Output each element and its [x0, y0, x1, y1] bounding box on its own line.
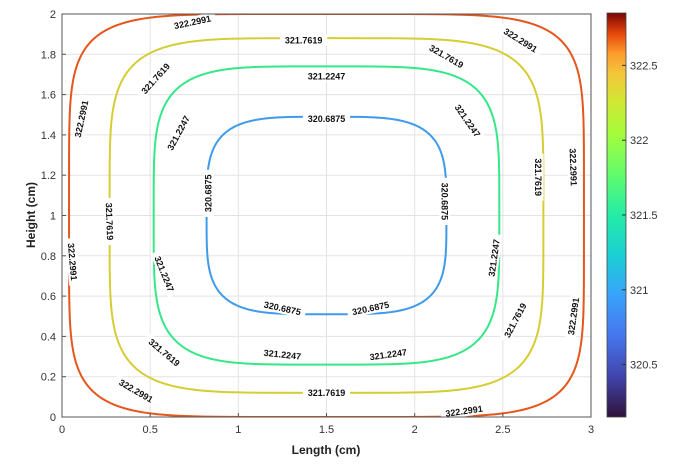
x-tick-label-0: 0 [59, 424, 65, 436]
contour-label-2-4: 321.7619 [532, 153, 544, 201]
y-tick-label-6: 1.2 [41, 170, 56, 182]
y-tick-label-5: 1 [50, 211, 56, 223]
contour-label-3-4: 322.2991 [65, 237, 81, 286]
x-axis-ticks: 0 0.5 1 1.5 2 2.5 3 [59, 413, 594, 436]
contour-label-0-0: 320.6875 [302, 113, 351, 125]
y-axis-ticks: 0 0.2 0.4 0.6 0.8 1 1.2 1.4 1.6 1.8 2 [41, 9, 66, 424]
y-tick-label-0: 0 [50, 412, 56, 424]
svg-text:322.2991: 322.2991 [568, 148, 579, 186]
contour-label-1-4: 321.2247 [485, 233, 503, 282]
svg-text:321.7619: 321.7619 [104, 203, 115, 241]
svg-text:320.6875: 320.6875 [439, 183, 449, 221]
contour-label-2-0: 321.7619 [280, 34, 328, 46]
svg-text:322.2991: 322.2991 [66, 243, 79, 281]
contour-line-1 [152, 65, 501, 366]
y-axis-label: Height (cm) [24, 182, 38, 248]
y-tick-label-8: 1.6 [41, 90, 56, 102]
y-tick-label-4: 0.8 [41, 251, 56, 263]
colorbar-tick-label-4: 322.5 [630, 60, 658, 72]
colorbar-tick-label-1: 321 [630, 285, 648, 297]
contour-label-1-6: 321.2247 [364, 345, 413, 364]
contour-label-0-2: 320.6875 [439, 177, 451, 225]
colorbar-ticks: 320.5 321 321.5 322 322.5 [622, 60, 658, 372]
contour-label-3-7: 322.2991 [439, 402, 489, 420]
svg-text:321.7619: 321.7619 [285, 35, 323, 45]
x-tick-label-4: 2 [412, 424, 418, 436]
y-tick-label-1: 0.2 [41, 372, 56, 384]
x-tick-label-3: 1.5 [319, 424, 334, 436]
contour-label-1-0: 321.2247 [302, 71, 351, 82]
svg-text:321.2247: 321.2247 [263, 348, 301, 362]
contour-label-2-3: 321.7619 [103, 197, 116, 246]
y-tick-label-2: 0.4 [41, 331, 56, 343]
contour-label-0-1: 320.6875 [202, 169, 214, 217]
x-tick-label-6: 3 [588, 424, 594, 436]
x-tick-label-2: 1 [235, 424, 241, 436]
svg-text:321.7619: 321.7619 [533, 158, 543, 196]
svg-text:320.6875: 320.6875 [204, 175, 214, 213]
x-tick-label-5: 2.5 [495, 424, 510, 436]
contour-label-3-3: 322.2991 [567, 143, 580, 191]
svg-text:320.6875: 320.6875 [308, 114, 346, 124]
svg-text:321.2247: 321.2247 [308, 72, 346, 82]
y-tick-label-10: 2 [50, 9, 56, 21]
x-axis-label: Length (cm) [292, 443, 361, 457]
contour-label-2-7: 321.7619 [302, 387, 351, 399]
x-tick-label-1: 0.5 [143, 424, 158, 436]
contour-line-3 [68, 14, 585, 417]
svg-text:321.7619: 321.7619 [308, 388, 346, 398]
colorbar-tick-label-2: 321.5 [630, 210, 658, 222]
y-tick-label-7: 1.4 [41, 130, 56, 142]
contour-label-3-5: 322.2991 [564, 292, 583, 341]
colorbar-tick-label-3: 322 [630, 135, 648, 147]
y-tick-label-3: 0.6 [41, 291, 56, 303]
contour-label-1-5: 321.2247 [258, 346, 307, 363]
y-tick-label-9: 1.8 [41, 49, 56, 61]
colorbar-tick-label-0: 320.5 [630, 360, 658, 372]
